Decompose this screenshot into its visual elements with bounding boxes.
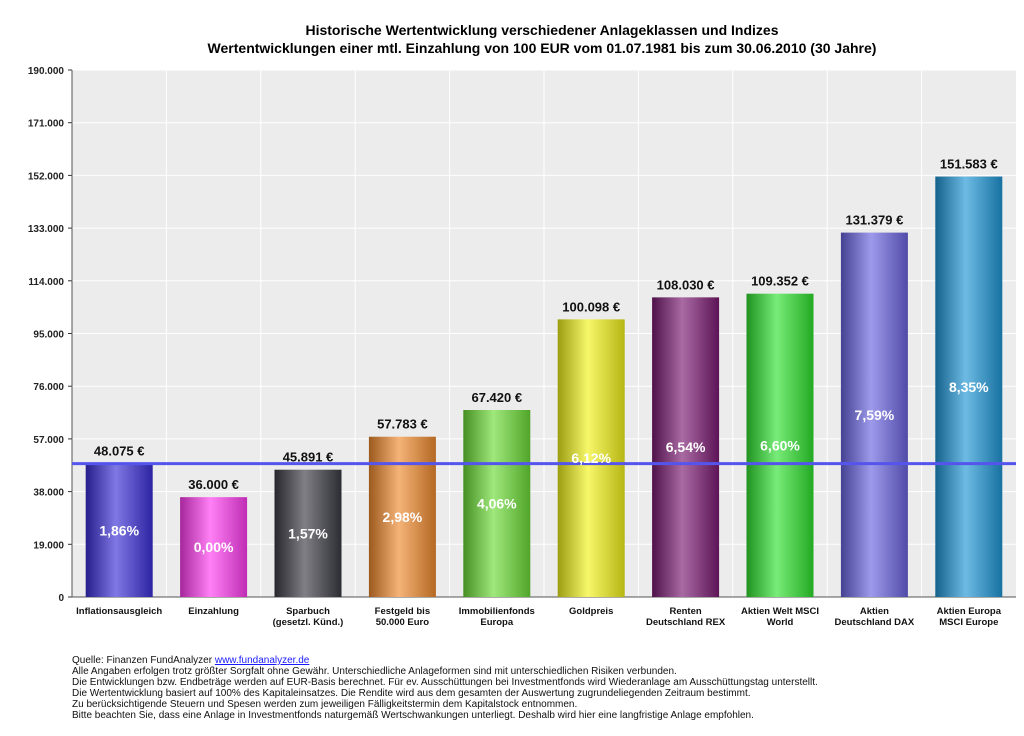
value-label: 45.891 € xyxy=(283,450,334,465)
rate-label: 2,98% xyxy=(383,509,423,525)
x-tick-label: Deutschland REX xyxy=(646,617,726,628)
rate-label: 6,60% xyxy=(760,437,800,453)
y-tick-label: 95.000 xyxy=(33,330,64,341)
y-tick-label: 190.000 xyxy=(28,66,65,77)
bar xyxy=(935,176,1003,597)
rate-label: 6,54% xyxy=(666,439,706,455)
bar xyxy=(463,409,531,597)
bar xyxy=(652,297,720,597)
value-label: 131.379 € xyxy=(845,213,903,228)
footer-line: Bitte beachten Sie, dass eine Anlage in … xyxy=(72,710,754,721)
footer-line: Die Entwicklungen bzw. Endbeträge werden… xyxy=(72,677,818,688)
y-tick-label: 152.000 xyxy=(28,171,65,182)
bar xyxy=(557,319,625,597)
value-label: 36.000 € xyxy=(188,477,239,492)
rate-label: 1,57% xyxy=(288,525,328,541)
value-label: 151.583 € xyxy=(940,157,998,172)
x-tick-label: Inflationsausgleich xyxy=(76,606,162,617)
bar xyxy=(746,293,814,597)
bar xyxy=(840,232,908,598)
rate-label: 8,35% xyxy=(949,379,989,395)
y-tick-label: 133.000 xyxy=(28,224,65,235)
value-label: 48.075 € xyxy=(94,444,145,459)
x-tick-label: World xyxy=(767,617,794,628)
source-line: Quelle: Finanzen FundAnalyzer www.fundan… xyxy=(72,655,1012,666)
x-tick-label: Aktien Welt MSCI xyxy=(741,606,819,617)
y-tick-label: 0 xyxy=(58,593,64,604)
x-tick-label: Einzahlung xyxy=(188,606,239,617)
source-link[interactable]: www.fundanalyzer.de xyxy=(214,655,310,666)
value-label: 57.783 € xyxy=(377,417,428,432)
x-tick-label: Goldpreis xyxy=(569,606,613,617)
x-tick-label: Sparbuch xyxy=(286,606,330,617)
x-tick-label: Immobilienfonds xyxy=(459,606,535,617)
y-tick-label: 171.000 xyxy=(28,119,65,130)
rate-label: 6,12% xyxy=(571,450,611,466)
y-tick-label: 19.000 xyxy=(33,540,64,551)
value-label: 109.352 € xyxy=(751,274,809,289)
bar xyxy=(180,497,248,597)
y-tick-label: 76.000 xyxy=(33,382,64,393)
x-tick-label: Aktien Europa xyxy=(937,606,1002,617)
chart-title: Historische Wertentwicklung verschiedene… xyxy=(305,22,779,38)
rate-label: 4,06% xyxy=(477,495,517,511)
x-tick-label: (gesetzl. Künd.) xyxy=(273,617,344,628)
x-tick-label: Europa xyxy=(480,617,513,628)
bar xyxy=(274,469,342,597)
value-label: 67.420 € xyxy=(471,390,522,405)
bar-chart: 0 19.000 38.000 57.000 76.000 95.000 114.000 13… xyxy=(28,66,1016,628)
y-tick-label: 114.000 xyxy=(28,277,64,288)
rate-label: 7,59% xyxy=(855,407,895,423)
x-tick-label: MSCI Europe xyxy=(939,617,998,628)
footer-line: Zu berücksichtigende Steuern und Spesen … xyxy=(72,699,578,710)
rate-label: 1,86% xyxy=(99,522,139,538)
x-tick-label: Aktien xyxy=(860,606,889,617)
footer-line: Alle Angaben erfolgen trotz größter Sorg… xyxy=(72,666,677,677)
footer-notes: Quelle: Finanzen FundAnalyzer www.fundan… xyxy=(72,655,1012,721)
x-tick-label: Deutschland DAX xyxy=(835,617,915,628)
y-tick-label: 38.000 xyxy=(33,488,64,499)
y-tick-label: 57.000 xyxy=(33,435,64,446)
source-prefix: Quelle: Finanzen FundAnalyzer xyxy=(72,655,215,666)
x-tick-label: 50.000 Euro xyxy=(376,617,430,628)
x-tick-label: Festgeld bis xyxy=(375,606,430,617)
value-label: 108.030 € xyxy=(657,277,715,292)
chart-subtitle: Wertentwicklungen einer mtl. Einzahlung … xyxy=(207,40,877,56)
x-tick-label: Renten xyxy=(669,606,701,617)
rate-label: 0,00% xyxy=(194,539,234,555)
value-label: 100.098 € xyxy=(562,299,620,314)
bar xyxy=(85,463,153,597)
footer-line: Die Wertentwicklung basiert auf 100% des… xyxy=(72,688,751,699)
